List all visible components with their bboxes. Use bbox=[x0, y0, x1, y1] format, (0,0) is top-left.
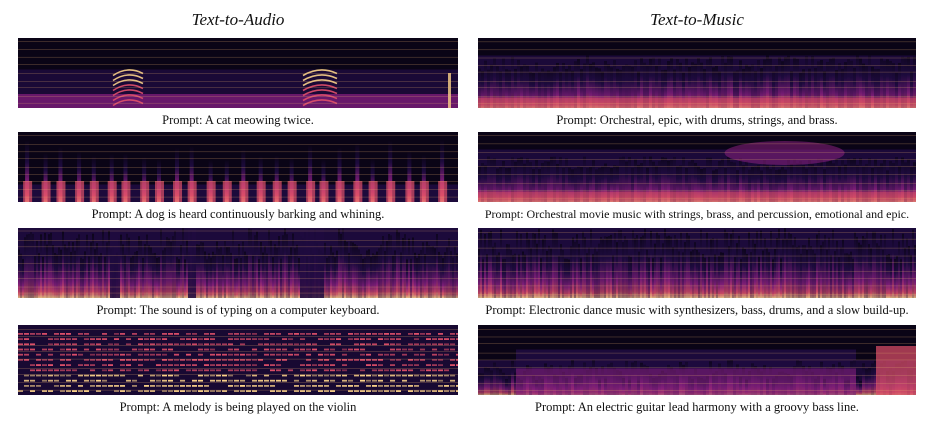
caption-electronic-dance: Prompt: Electronic dance music with synt… bbox=[485, 303, 909, 317]
spectrogram-keyboard-typing bbox=[18, 228, 458, 298]
spectrogram-cat-meowing bbox=[18, 38, 458, 108]
title-text-to-audio: Text-to-Audio bbox=[191, 10, 285, 29]
spectrogram-electric-guitar bbox=[478, 325, 916, 395]
spectrogram-orchestral-movie bbox=[478, 132, 916, 202]
spectrogram-orchestral-epic bbox=[478, 38, 916, 108]
caption-cat-meowing: Prompt: A cat meowing twice. bbox=[162, 113, 314, 127]
caption-orchestral-epic: Prompt: Orchestral, epic, with drums, st… bbox=[556, 113, 838, 127]
caption-violin: Prompt: A melody is being played on the … bbox=[119, 400, 357, 414]
spectrogram-dog-barking bbox=[18, 132, 458, 202]
caption-dog-barking: Prompt: A dog is heard continuously bark… bbox=[91, 207, 385, 221]
caption-orchestral-movie: Prompt: Orchestral movie music with stri… bbox=[484, 207, 910, 221]
caption-keyboard-typing: Prompt: The sound is of typing on a comp… bbox=[96, 303, 380, 317]
caption-electric-guitar: Prompt: An electric guitar lead harmony … bbox=[535, 400, 859, 414]
spectrogram-electronic-dance bbox=[478, 228, 916, 298]
title-text-to-music: Text-to-Music bbox=[650, 10, 744, 29]
spectrogram-violin bbox=[18, 325, 458, 395]
